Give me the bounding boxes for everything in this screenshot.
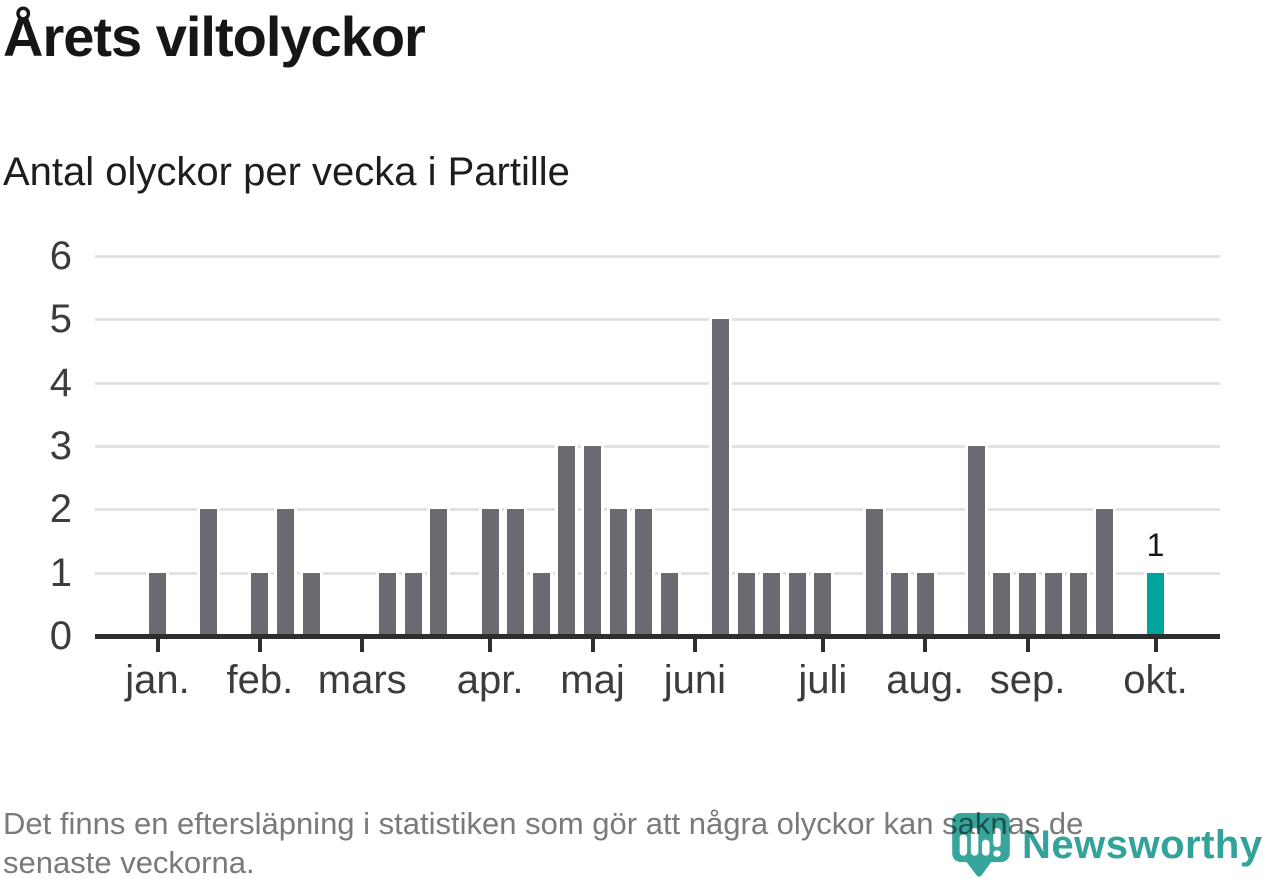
bar-week-1 bbox=[146, 569, 169, 641]
x-axis-tick bbox=[155, 639, 160, 652]
bar-week-11 bbox=[401, 569, 425, 641]
bar-week-19 bbox=[606, 506, 630, 641]
bar-week-34 bbox=[990, 569, 1014, 641]
bar-week-12 bbox=[427, 506, 451, 641]
x-axis-tick bbox=[820, 639, 825, 652]
bar-week-37 bbox=[1067, 569, 1091, 641]
x-axis-label: juli bbox=[798, 658, 848, 702]
bar-week-16 bbox=[529, 569, 553, 641]
x-axis-label: okt. bbox=[1123, 658, 1188, 702]
newsworthy-logo: Newsworthy bbox=[952, 813, 1262, 877]
bar-week-24 bbox=[734, 569, 758, 641]
bar-week-40 bbox=[1144, 569, 1167, 641]
page-title: Årets viltolyckor bbox=[3, 5, 426, 68]
x-axis-tick bbox=[1153, 639, 1158, 652]
y-axis-label: 4 bbox=[49, 360, 72, 405]
x-axis-tick bbox=[590, 639, 595, 652]
y-axis-label: 3 bbox=[49, 424, 72, 468]
footnote: Det finns en eftersläpning i statistiken… bbox=[3, 806, 1084, 879]
y-axis-label: 6 bbox=[49, 234, 72, 279]
x-axis-label: apr. bbox=[456, 658, 524, 702]
x-axis bbox=[95, 634, 1220, 639]
y-axis-label: 1 bbox=[49, 550, 72, 595]
bar-week-6 bbox=[273, 506, 297, 641]
newsworthy-logo-icon bbox=[952, 813, 1010, 877]
bar-week-33 bbox=[964, 443, 988, 641]
gridline bbox=[95, 571, 1220, 575]
gridline bbox=[95, 508, 1220, 512]
x-axis-label: aug. bbox=[886, 658, 965, 702]
bar-week-30 bbox=[888, 569, 912, 641]
y-axis-label: 5 bbox=[49, 297, 72, 342]
x-axis-tick bbox=[488, 639, 493, 652]
gridline bbox=[95, 318, 1220, 322]
bar-week-35 bbox=[1016, 569, 1040, 641]
bar-week-15 bbox=[504, 506, 528, 641]
x-axis-tick bbox=[257, 639, 262, 652]
newsworthy-logo-text: Newsworthy bbox=[1022, 822, 1262, 867]
bar-value-label: 1 bbox=[1146, 526, 1165, 563]
bar-week-20 bbox=[632, 506, 656, 641]
chart-subtitle: Antal olyckor per vecka i Partille bbox=[3, 150, 570, 194]
x-axis-label: mars bbox=[317, 658, 407, 702]
bar-week-27 bbox=[811, 569, 835, 641]
x-axis-tick bbox=[360, 639, 365, 652]
bar-week-3 bbox=[197, 506, 221, 641]
y-axis-label: 2 bbox=[49, 487, 72, 532]
bar-week-10 bbox=[376, 569, 400, 641]
x-axis-label: maj bbox=[560, 658, 625, 702]
x-axis-label: sep. bbox=[989, 658, 1066, 702]
bar-week-14 bbox=[478, 506, 502, 641]
bar-week-5 bbox=[248, 569, 272, 641]
bar-week-25 bbox=[760, 569, 784, 641]
bar-week-31 bbox=[913, 569, 937, 641]
x-axis-tick bbox=[923, 639, 928, 652]
bar-week-17 bbox=[555, 443, 579, 641]
x-axis-label: jan. bbox=[125, 658, 190, 702]
y-axis-label: 0 bbox=[49, 614, 72, 658]
bar-week-23 bbox=[708, 316, 732, 641]
x-axis-tick bbox=[692, 639, 697, 652]
x-axis-label: feb. bbox=[226, 658, 294, 702]
gridline bbox=[95, 255, 1220, 259]
bar-week-7 bbox=[299, 569, 323, 641]
bar-week-18 bbox=[581, 443, 605, 641]
x-axis-tick bbox=[1025, 639, 1030, 652]
bar-week-29 bbox=[862, 506, 886, 641]
bar-week-38 bbox=[1092, 506, 1116, 641]
bar-week-26 bbox=[785, 569, 809, 641]
gridline bbox=[95, 445, 1220, 448]
bar-week-36 bbox=[1041, 569, 1065, 641]
gridline bbox=[95, 381, 1220, 385]
bar-week-21 bbox=[657, 569, 681, 641]
x-axis-label: juni bbox=[663, 658, 726, 702]
